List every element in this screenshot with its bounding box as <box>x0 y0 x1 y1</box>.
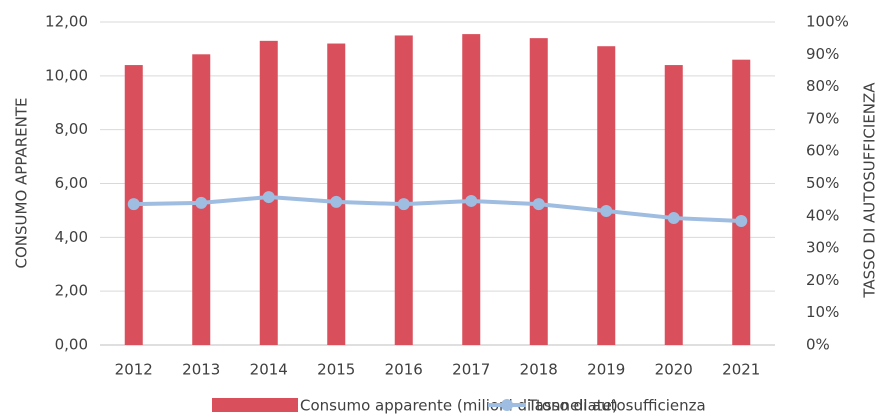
y-axis-title: CONSUMO APPARENTE <box>13 98 31 269</box>
y-tick-label: 12,00 <box>45 13 88 31</box>
y-tick-label: 4,00 <box>55 228 88 246</box>
y2-tick-label: 10% <box>806 303 839 321</box>
y2-tick-label: 30% <box>806 239 839 257</box>
y2-tick-label: 90% <box>806 45 839 63</box>
line-marker <box>262 191 275 204</box>
legend-swatch <box>212 398 298 412</box>
bar <box>529 38 548 346</box>
y2-tick-label: 40% <box>806 206 839 224</box>
y-tick-label: 2,00 <box>55 282 88 300</box>
line-marker <box>195 196 208 209</box>
y2-tick-label: 50% <box>806 174 839 192</box>
x-tick-label: 2016 <box>385 361 423 379</box>
bar <box>327 43 346 346</box>
y2-tick-label: 60% <box>806 142 839 160</box>
line-marker <box>600 204 613 217</box>
line-marker <box>127 198 140 211</box>
y2-tick-label: 100% <box>806 13 849 31</box>
y2-axis-title: TASSO DI AUTOSUFFICIENZA <box>861 82 879 299</box>
line-marker <box>532 198 545 211</box>
line-marker <box>397 198 410 211</box>
x-tick-label: 2014 <box>250 361 288 379</box>
x-tick-label: 2015 <box>317 361 355 379</box>
legend-label: Consumo apparente (milioni di tonnellate… <box>300 397 618 415</box>
legend-swatch <box>501 399 513 411</box>
y2-tick-label: 0% <box>806 336 830 354</box>
legend-label: Tasso di autosufficienza <box>527 397 706 415</box>
y2-tick-label: 70% <box>806 109 839 127</box>
bar <box>597 46 616 345</box>
line-marker <box>667 212 680 225</box>
bar <box>664 65 683 346</box>
x-tick-label: 2017 <box>452 361 490 379</box>
y2-tick-label: 20% <box>806 271 839 289</box>
y2-tick-label: 80% <box>806 77 839 95</box>
y-tick-label: 0,00 <box>55 336 88 354</box>
x-tick-label: 2020 <box>655 361 693 379</box>
line-marker <box>465 194 478 207</box>
x-tick-label: 2012 <box>115 361 153 379</box>
line-marker <box>735 214 748 227</box>
y-tick-label: 8,00 <box>55 120 88 138</box>
line <box>133 195 742 223</box>
x-tick-label: 2019 <box>587 361 625 379</box>
bar <box>394 35 413 345</box>
x-tick-label: 2013 <box>182 361 220 379</box>
y-tick-label: 6,00 <box>55 174 88 192</box>
x-tick-label: 2021 <box>722 361 760 379</box>
x-tick-label: 2018 <box>520 361 558 379</box>
line-marker <box>330 195 343 208</box>
bar <box>732 59 751 345</box>
y-tick-label: 10,00 <box>45 66 88 84</box>
bar <box>462 34 481 346</box>
